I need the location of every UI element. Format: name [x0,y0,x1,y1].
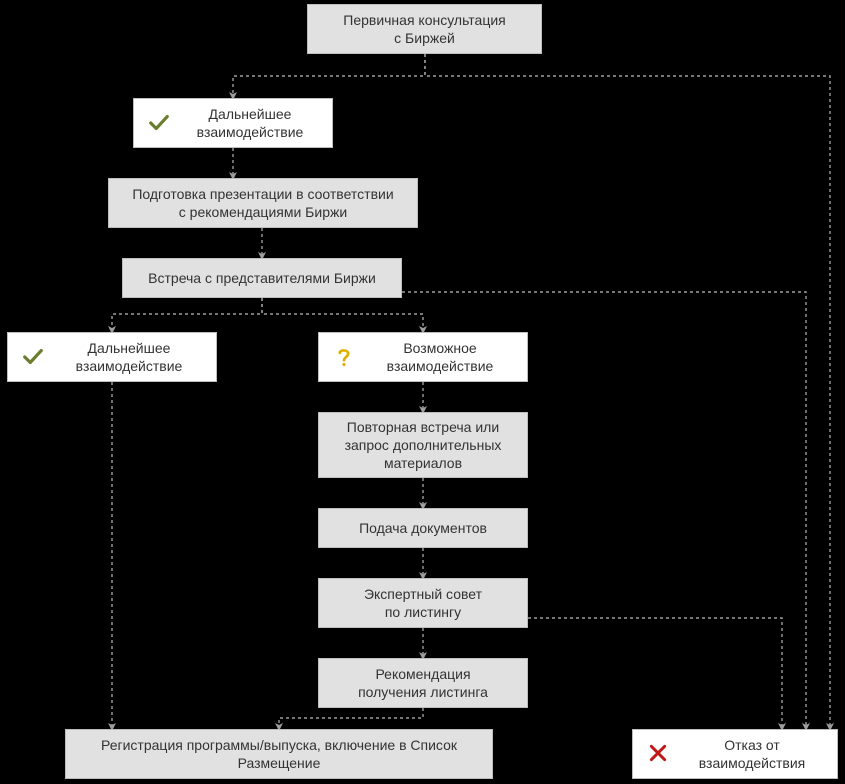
flow-node-label: Первичная консультация с Биржей [343,11,506,47]
flow-edge-n10-n11 [279,708,423,729]
flow-node-n12: Отказ от взаимодействия [632,729,838,779]
flow-node-n8: Подача документов [318,508,528,548]
flow-node-n7: Повторная встреча или запрос дополнитель… [318,412,528,478]
flow-node-label: Повторная встреча или запрос дополнитель… [345,418,502,473]
flow-node-label: Экспертный совет по листингу [364,585,482,621]
flow-node-label: Подготовка презентации в соответствии с … [132,185,393,221]
flow-node-label: Встреча с представителями Биржи [148,269,376,287]
flow-node-n11: Регистрация программы/выпуска, включение… [65,729,493,779]
flow-node-n3: Подготовка презентации в соответствии с … [108,178,418,228]
flow-node-n1: Первичная консультация с Биржей [307,4,542,54]
flow-node-n6: Возможное взаимодействие [318,332,528,382]
check-icon [148,112,170,134]
flow-node-n5: Дальнейшее взаимодействие [7,332,217,382]
flow-edge-n4-n5 [112,298,262,332]
flow-node-label: Дальнейшее взаимодействие [76,339,183,375]
flow-node-label: Регистрация программы/выпуска, включение… [101,736,457,772]
flow-node-n4: Встреча с представителями Биржи [122,258,402,298]
cross-icon [647,743,669,765]
flow-node-label: Возможное взаимодействие [387,339,494,375]
flow-node-label: Рекомендация получения листинга [358,665,488,701]
check-icon [22,346,44,368]
flow-edge-n9-n12 [528,618,782,729]
flow-node-label: Отказ от взаимодействия [699,736,805,772]
flow-edge-n1-n2 [233,54,425,98]
flow-node-n2: Дальнейшее взаимодействие [133,98,333,148]
flow-edge-n4-n6 [262,298,423,332]
flowchart-canvas: Первичная консультация с Биржей Дальнейше… [0,0,845,784]
flow-node-n10: Рекомендация получения листинга [318,658,528,708]
question-icon [333,346,355,368]
flow-node-n9: Экспертный совет по листингу [318,578,528,628]
flow-node-label: Дальнейшее взаимодействие [197,105,304,141]
flow-node-label: Подача документов [359,519,487,537]
